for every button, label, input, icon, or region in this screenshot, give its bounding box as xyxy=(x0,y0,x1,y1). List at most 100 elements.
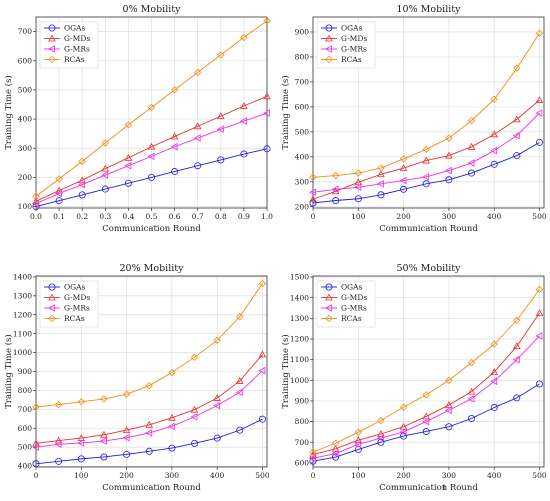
x-axis-title: Communication Round xyxy=(379,483,478,493)
legend-label: G-MRs xyxy=(341,304,367,313)
legend-label: OGAs xyxy=(64,283,86,292)
data-point xyxy=(54,440,62,449)
data-point xyxy=(331,187,340,195)
y-tick-label: 1000 xyxy=(290,376,309,385)
chart-panel-1: 0% Mobility 0.0 0.1 0.2 0.3 0.4 0.5 0.6 0.7 0.8 0.… xyxy=(3,4,273,234)
data-point xyxy=(309,454,316,463)
data-point xyxy=(190,413,198,421)
series-g-mrs xyxy=(309,332,543,463)
data-point xyxy=(377,170,385,178)
data-point xyxy=(331,185,339,194)
data-point xyxy=(444,406,452,414)
data-point xyxy=(217,112,225,120)
series-line xyxy=(35,354,263,444)
x-tick-label: 500 xyxy=(532,212,547,221)
series-line xyxy=(35,283,263,408)
y-tick-label: 1100 xyxy=(290,355,309,364)
y-tick-label: 1200 xyxy=(13,310,32,319)
data-point xyxy=(468,414,476,422)
data-point xyxy=(309,199,317,207)
x-axis-title: Communication Round xyxy=(379,224,478,234)
data-point xyxy=(490,377,498,386)
data-point xyxy=(490,368,498,375)
chart-panel-3: 20% Mobility 0 100 200 300 400 500 400 500 600 700… xyxy=(3,263,270,493)
data-point xyxy=(513,64,521,72)
data-point xyxy=(170,142,178,151)
data-point xyxy=(145,420,154,428)
data-point xyxy=(78,180,86,189)
data-point xyxy=(101,139,109,147)
data-point xyxy=(147,103,156,112)
data-point xyxy=(236,377,244,384)
data-point xyxy=(32,192,40,201)
data-point xyxy=(331,439,340,447)
legend-marker xyxy=(48,283,56,291)
data-point xyxy=(55,197,63,205)
data-point xyxy=(190,353,199,361)
data-point xyxy=(377,191,385,199)
y-tick-label: 500 xyxy=(18,443,33,452)
series-ogas xyxy=(309,380,543,465)
series-g-mds xyxy=(309,96,544,203)
data-point xyxy=(122,433,130,442)
legend-marker xyxy=(325,304,332,312)
data-point xyxy=(377,164,385,172)
data-point xyxy=(78,191,86,199)
x-tick-label: 200 xyxy=(396,471,411,480)
legend-label: OGAs xyxy=(341,24,363,33)
legend-label: G-MRs xyxy=(64,45,90,54)
x-tick-label: 0.3 xyxy=(99,212,111,221)
data-point xyxy=(467,387,476,395)
data-point xyxy=(147,173,155,181)
data-point xyxy=(445,176,453,184)
data-point xyxy=(77,434,86,441)
data-point xyxy=(490,404,498,412)
y-tick-label: 200 xyxy=(18,173,33,182)
series-rcas xyxy=(32,17,271,201)
data-point xyxy=(145,382,153,390)
data-point xyxy=(147,142,156,150)
data-point xyxy=(332,197,340,205)
data-point xyxy=(399,422,408,430)
data-point xyxy=(263,92,271,100)
data-point xyxy=(513,115,521,123)
legend-marker xyxy=(325,314,333,323)
data-point xyxy=(354,183,362,192)
series-rcas xyxy=(309,29,544,181)
y-tick-label: 500 xyxy=(18,86,33,95)
y-tick-label: 600 xyxy=(295,102,310,111)
legend-label: RCAs xyxy=(341,314,362,323)
y-tick-label: 1500 xyxy=(290,273,309,282)
y-axis-title: Training Time (s) xyxy=(3,75,14,150)
data-point xyxy=(490,160,498,168)
data-point xyxy=(236,312,244,321)
data-point xyxy=(468,169,476,177)
data-point xyxy=(513,394,521,402)
data-point xyxy=(309,188,316,197)
y-tick-label: 300 xyxy=(295,177,310,186)
series-rcas xyxy=(309,285,544,456)
x-tick-label: 0.5 xyxy=(146,212,158,221)
data-point xyxy=(55,457,63,465)
data-point xyxy=(217,156,225,164)
legend-marker xyxy=(325,283,333,291)
y-tick-label: 1300 xyxy=(290,314,309,323)
data-point xyxy=(354,440,362,449)
legend-marker xyxy=(48,314,56,323)
data-point xyxy=(239,117,247,125)
x-tick-label: 0.6 xyxy=(169,212,181,221)
data-point xyxy=(100,430,108,438)
series-g-mrs xyxy=(32,109,270,208)
data-point xyxy=(32,460,40,468)
data-point xyxy=(168,444,176,452)
data-point xyxy=(236,426,244,434)
y-tick-label: 700 xyxy=(18,405,33,414)
series-line xyxy=(312,112,540,193)
legend-label: G-MRs xyxy=(341,45,367,54)
data-point xyxy=(490,340,498,348)
y-tick-label: 600 xyxy=(295,458,310,467)
data-point xyxy=(124,179,132,187)
x-tick-label: 300 xyxy=(442,471,457,480)
